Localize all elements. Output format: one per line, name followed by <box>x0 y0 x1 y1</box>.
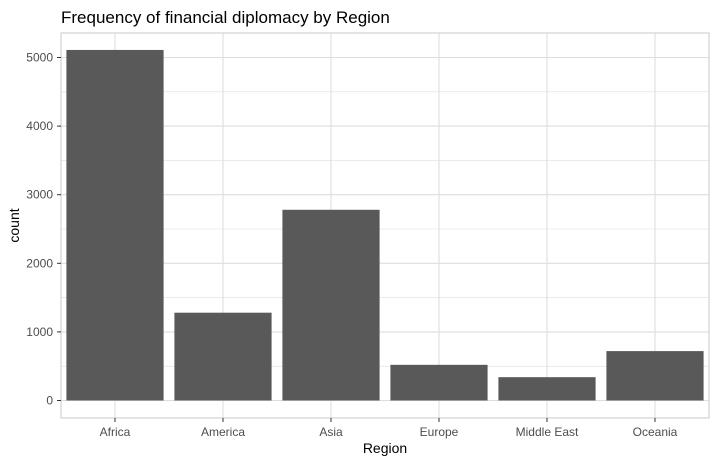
y-tick-label: 2000 <box>26 256 53 270</box>
y-tick-label: 0 <box>46 394 53 408</box>
bar-oceania <box>606 351 704 401</box>
bar-middle-east <box>498 377 596 401</box>
x-tick-label: Asia <box>319 425 343 439</box>
x-tick-label: Middle East <box>516 425 579 439</box>
x-axis-title: Region <box>363 440 407 456</box>
bar-asia <box>282 209 380 401</box>
x-tick-label: America <box>201 425 245 439</box>
panel-border <box>60 32 710 419</box>
grid-lines <box>61 33 709 418</box>
y-axis-title: count <box>6 208 22 242</box>
bar-europe <box>390 364 488 401</box>
y-tick-label: 1000 <box>26 325 53 339</box>
y-axis-ticks: 0 1000 2000 3000 4000 5000 <box>26 51 61 408</box>
bar-america <box>174 312 272 401</box>
chart-title: Frequency of financial diplomacy by Regi… <box>61 8 390 27</box>
y-tick-label: 5000 <box>26 51 53 65</box>
x-tick-label: Europe <box>420 425 459 439</box>
bars <box>66 49 704 401</box>
x-axis-ticks: Africa America Asia Europe Middle East Oceani… <box>100 418 678 439</box>
y-tick-label: 4000 <box>26 119 53 133</box>
bar-africa <box>66 49 164 401</box>
plot-panel <box>61 33 709 418</box>
y-tick-label: 3000 <box>26 188 53 202</box>
x-tick-label: Oceania <box>633 425 678 439</box>
x-tick-label: Africa <box>100 425 131 439</box>
